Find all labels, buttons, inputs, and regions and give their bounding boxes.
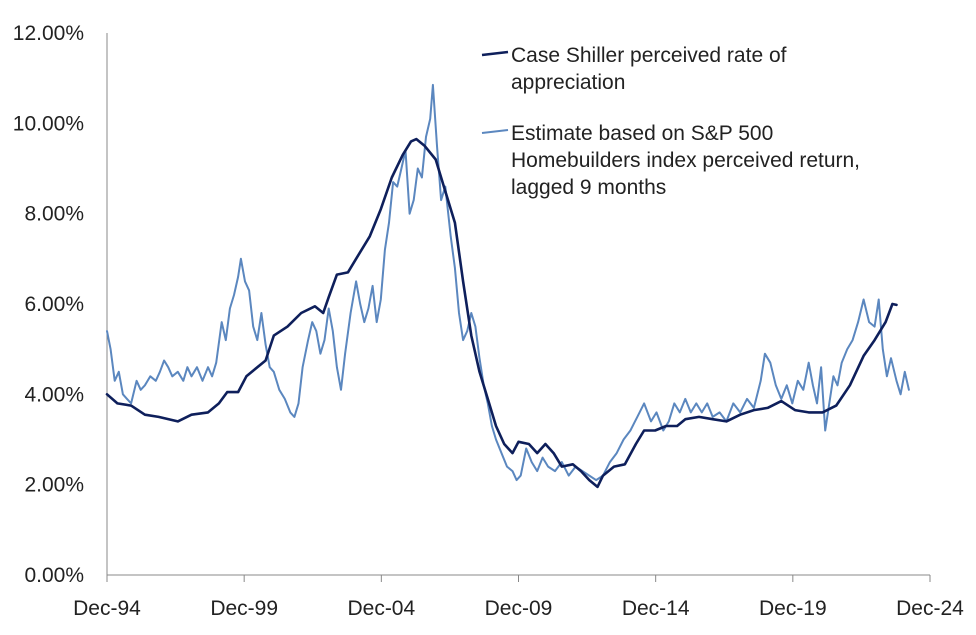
y-tick-label: 6.00% [24, 293, 84, 316]
y-tick-label: 10.00% [13, 112, 84, 135]
legend: Case Shiller perceived rate of appreciati… [481, 44, 860, 199]
y-tick-label: 8.00% [24, 203, 84, 226]
y-axis-tick-labels: 0.00% 2.00% 4.00% 6.00% 8.00% 10.00% 12.00% [13, 22, 84, 587]
x-tick-label: Dec-14 [622, 597, 690, 620]
x-tick-label: Dec-04 [347, 597, 415, 620]
x-axis-tick-labels: Dec-94 Dec-99 Dec-04 Dec-09 Dec-14 Dec-19 Dec-… [73, 597, 964, 620]
legend-swatch [481, 129, 509, 134]
series-line-case-shiller [105, 137, 898, 489]
x-tick-label: Dec-09 [485, 597, 553, 620]
legend-label: Case Shiller perceived rate of [511, 44, 787, 67]
legend-label: Homebuilders index perceived return, [511, 149, 860, 172]
y-tick-label: 4.00% [24, 383, 84, 406]
legend-swatch [481, 50, 509, 57]
x-axis-ticks [106, 575, 931, 582]
legend-label: appreciation [511, 71, 625, 94]
series-group [105, 83, 910, 489]
x-tick-label: Dec-94 [73, 597, 141, 620]
legend-label: lagged 9 months [511, 176, 666, 199]
y-tick-label: 0.00% [24, 564, 84, 587]
legend-label: Estimate based on S&P 500 [511, 122, 773, 145]
series-line-homebuilders-estimate [106, 83, 910, 482]
x-tick-label: Dec-99 [210, 597, 278, 620]
x-tick-label: Dec-24 [896, 597, 964, 620]
y-tick-label: 2.00% [24, 474, 84, 497]
x-tick-label: Dec-19 [759, 597, 827, 620]
y-tick-label: 12.00% [13, 22, 84, 45]
